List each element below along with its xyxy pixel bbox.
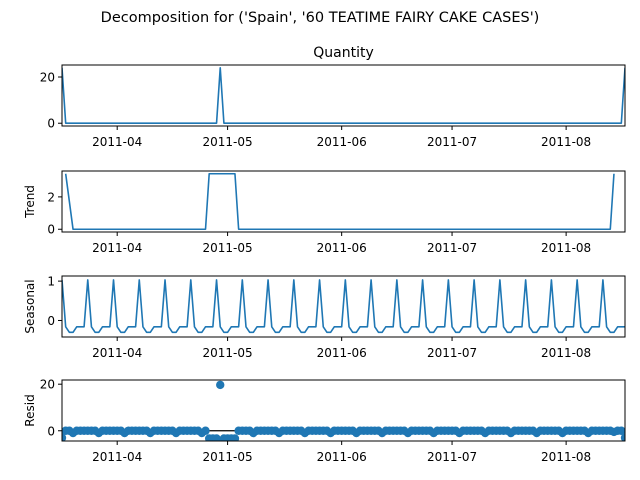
x-tick-label: 2011-05 — [203, 346, 253, 360]
y-tick-label: 1 — [47, 275, 55, 289]
x-tick-label: 2011-08 — [541, 346, 591, 360]
axes-frame — [61, 64, 626, 127]
panel-1: Quantity 0 20 2011-04 2011-05 2011-06 2011-07 2… — [40, 45, 626, 149]
y-tick-label: 20 — [40, 71, 55, 85]
x-tick-label: 2011-06 — [317, 346, 367, 360]
x-tick-label: 2011-05 — [203, 450, 253, 464]
y-tick-label: 2 — [47, 190, 55, 204]
resid-point — [620, 433, 625, 441]
x-tick-label: 2011-06 — [317, 241, 367, 255]
x-tick-label: 2011-05 — [203, 241, 253, 255]
y-axis-label: Trend — [23, 185, 37, 219]
resid-point — [617, 426, 625, 435]
series-group — [62, 279, 625, 334]
x-tick-label: 2011-04 — [92, 450, 142, 464]
x-tick-label: 2011-08 — [541, 135, 591, 149]
x-tick-label: 2011-04 — [92, 135, 142, 149]
x-tick-label: 2011-08 — [541, 450, 591, 464]
series-group — [62, 66, 625, 125]
series-line — [64, 172, 615, 231]
panel-3: Seasonal 0 1 2011-04 2011-05 2011-06 2011-07 20… — [23, 275, 626, 360]
series-group — [62, 380, 625, 441]
figure-title: Decomposition for ('Spain', '60 TEATIME … — [101, 10, 540, 26]
x-tick-label: 2011-07 — [427, 450, 477, 464]
panel-title: Quantity — [313, 45, 374, 61]
y-tick-label: 0 — [47, 223, 55, 237]
axes-frame — [61, 275, 626, 338]
resid-point — [212, 434, 221, 441]
x-tick-label: 2011-07 — [427, 241, 477, 255]
x-tick-label: 2011-06 — [317, 450, 367, 464]
resid-point — [230, 434, 240, 441]
axes-frame — [61, 170, 626, 233]
x-tick-label: 2011-07 — [427, 346, 477, 360]
x-tick-label: 2011-05 — [203, 135, 253, 149]
x-tick-label: 2011-04 — [92, 346, 142, 360]
series-group — [64, 172, 615, 231]
axes-frame — [61, 379, 626, 442]
x-tick-label: 2011-04 — [92, 241, 142, 255]
x-tick-label: 2011-07 — [427, 135, 477, 149]
series-line — [62, 279, 625, 334]
series-line — [62, 66, 625, 125]
resid-point — [216, 380, 225, 390]
y-tick-label: 0 — [47, 424, 55, 438]
y-tick-label: 0 — [47, 314, 55, 328]
x-tick-label: 2011-08 — [541, 241, 591, 255]
x-tick-label: 2011-06 — [317, 135, 367, 149]
y-axis-label: Resid — [23, 394, 37, 426]
resid-point — [201, 426, 210, 435]
panel-2: Trend 0 2 2011-04 2011-05 2011-06 2011-07 2011-… — [23, 170, 626, 255]
y-tick-label: 0 — [47, 117, 55, 131]
y-tick-label: 20 — [40, 378, 55, 392]
resid-point — [62, 433, 67, 441]
panel-4: Resid 0 20 2011-04 2011-05 2011-06 2011-07 2011… — [23, 378, 626, 464]
y-axis-label: Seasonal — [23, 279, 37, 333]
